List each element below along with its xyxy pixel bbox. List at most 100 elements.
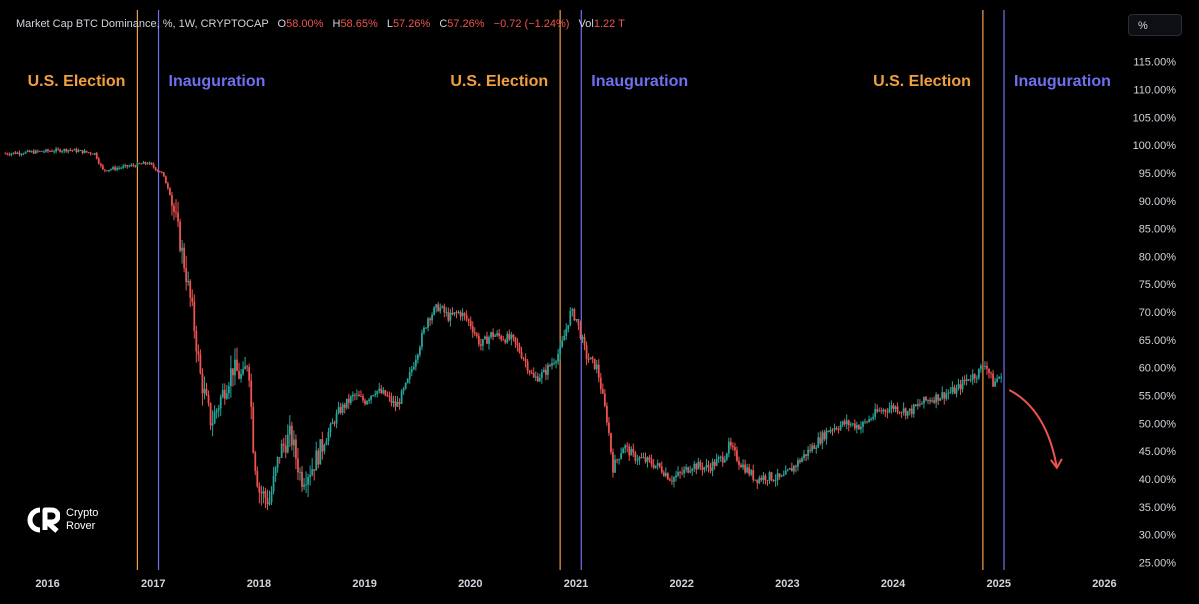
candle-body [583, 336, 586, 346]
candle-body [896, 406, 899, 413]
candle-body [246, 366, 249, 368]
candle-body [605, 405, 608, 423]
candle-body [530, 372, 533, 374]
candle-body [725, 453, 728, 460]
candle-body [187, 280, 190, 283]
candle-body [185, 268, 188, 283]
percent-scale-button[interactable]: % [1128, 14, 1182, 36]
candle-body [788, 468, 791, 470]
candle-body [77, 150, 80, 152]
candle-body [925, 396, 927, 401]
candle-body [53, 151, 55, 153]
crypto-rover-logo: Crypto Rover [26, 506, 98, 534]
candle-body [227, 386, 230, 394]
projection-arrow [1008, 389, 1063, 470]
candle-body [232, 368, 234, 376]
candle-body [36, 150, 39, 152]
candle-body [146, 163, 149, 165]
y-tick-label: 25.00% [1139, 557, 1177, 569]
candle-body [366, 401, 368, 405]
candle-body [150, 162, 153, 165]
candle-body [664, 473, 667, 476]
y-tick-label: 35.00% [1139, 502, 1177, 514]
candle-body [128, 165, 131, 167]
candle-body [528, 370, 531, 373]
candle-body [475, 333, 478, 336]
candle-body [707, 464, 710, 468]
candle-body [864, 421, 866, 423]
candle-body [711, 461, 714, 471]
candle-body [362, 396, 364, 401]
candle-body [419, 347, 421, 355]
candle-body [979, 365, 982, 369]
candle-body [494, 335, 497, 337]
candle-body [709, 467, 712, 471]
candle-body [396, 402, 399, 407]
candle-body [817, 437, 820, 448]
candle-body [106, 170, 108, 172]
candle-body [331, 422, 334, 425]
candle-body [833, 428, 836, 431]
candle-body [433, 307, 436, 315]
candle-body [998, 377, 1001, 379]
candle-body [644, 457, 647, 462]
candle-body [225, 393, 228, 399]
candle-body [514, 337, 517, 343]
candle-body [461, 313, 464, 317]
y-tick-label: 110.00% [1133, 85, 1176, 97]
candle-body [786, 469, 789, 471]
candle-body [585, 345, 588, 360]
candle-body [142, 162, 145, 164]
candle-body [47, 149, 49, 152]
candle-body [532, 373, 535, 378]
candle-body [939, 398, 942, 401]
candle-body [152, 164, 155, 168]
candle-body [937, 394, 940, 401]
symbol-label: Market Cap BTC Dominance, %, 1W, CRYPTOC… [16, 18, 268, 30]
candle-body [144, 162, 147, 164]
candle-body [484, 336, 486, 340]
candle-body [947, 392, 950, 394]
candle-body [941, 392, 944, 399]
candle-body [740, 464, 742, 468]
candle-body [612, 452, 614, 473]
candle-body [827, 430, 830, 433]
candle-body [177, 212, 179, 222]
candle-body [392, 401, 395, 403]
candle-body [103, 169, 106, 171]
candle-body [977, 368, 980, 379]
high-value: 58.65% [340, 18, 378, 30]
candle-body [526, 361, 529, 371]
candle-body [213, 412, 216, 424]
candle-body [567, 325, 570, 329]
candle-body [831, 429, 834, 431]
candle-body [217, 408, 220, 411]
candle-body [73, 149, 76, 151]
candle-body [616, 459, 618, 461]
candle-body [866, 421, 868, 423]
candle-body [703, 467, 706, 470]
candle-body [431, 314, 433, 321]
candle-body [671, 480, 673, 482]
candle-body [900, 412, 903, 414]
inauguration-label: Inauguration [1014, 73, 1111, 90]
candle-body [270, 491, 273, 503]
candle-body [473, 332, 476, 334]
candle-body [445, 312, 448, 313]
candle-body [26, 150, 29, 152]
candle-body [790, 468, 793, 472]
candle-body [297, 458, 299, 473]
candle-body [299, 471, 301, 473]
open-label: O [278, 18, 287, 30]
candle-body [764, 475, 767, 481]
candle-body [610, 433, 612, 453]
candle-body [642, 457, 645, 459]
candle-body [471, 326, 474, 333]
candle-body [784, 470, 787, 475]
candle-body [801, 458, 803, 463]
high-label: H [332, 18, 340, 30]
candle-body [839, 425, 842, 430]
candle-body [335, 413, 338, 424]
candle-body [878, 410, 881, 412]
